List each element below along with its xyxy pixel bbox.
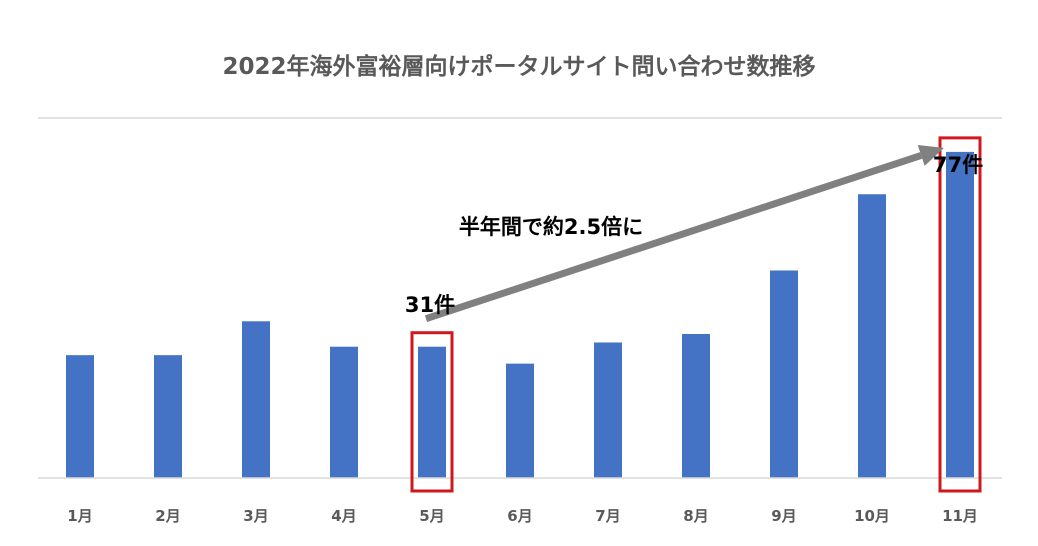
growth-arrow-head <box>917 144 944 166</box>
x-tick-label: 6月 <box>507 507 532 525</box>
x-tick-label: 2月 <box>155 507 180 525</box>
bar-10 <box>858 194 886 478</box>
start-value-label: 31件 <box>405 293 455 317</box>
bar-4 <box>330 346 358 478</box>
x-tick-label: 7月 <box>595 507 620 525</box>
bar-2 <box>154 355 182 478</box>
bar-11 <box>946 151 974 478</box>
highlight-layer <box>410 136 982 493</box>
x-tick-label: 11月 <box>942 507 978 525</box>
x-tick-label: 8月 <box>683 507 708 525</box>
x-axis-ticks: 1月 2月 3月 4月 5月 6月 7月 8月 9月 10月 11月 <box>67 507 978 525</box>
growth-arrow-shaft <box>424 152 923 323</box>
chart-title: 2022年海外富裕層向けポータルサイト問い合わせ数推移 <box>222 53 815 80</box>
bar-7 <box>594 342 622 478</box>
x-tick-label: 3月 <box>243 507 268 525</box>
bar-8 <box>682 334 710 478</box>
bar-5 <box>418 346 446 478</box>
bar-6 <box>506 363 534 478</box>
highlight-box-1 <box>410 331 454 493</box>
bar-1 <box>66 355 94 478</box>
bars-layer <box>66 151 974 478</box>
growth-arrow-label: 半年間で約2.5倍に <box>459 215 643 239</box>
highlight-box-2 <box>938 136 982 493</box>
growth-arrow-layer <box>424 144 944 323</box>
x-tick-label: 9月 <box>771 507 796 525</box>
bar-3 <box>242 321 270 478</box>
x-tick-label: 10月 <box>854 507 890 525</box>
end-value-label: 77件 <box>933 153 983 177</box>
x-tick-label: 5月 <box>419 507 444 525</box>
x-tick-label: 4月 <box>331 507 356 525</box>
bar-9 <box>770 270 798 478</box>
x-tick-label: 1月 <box>67 507 92 525</box>
